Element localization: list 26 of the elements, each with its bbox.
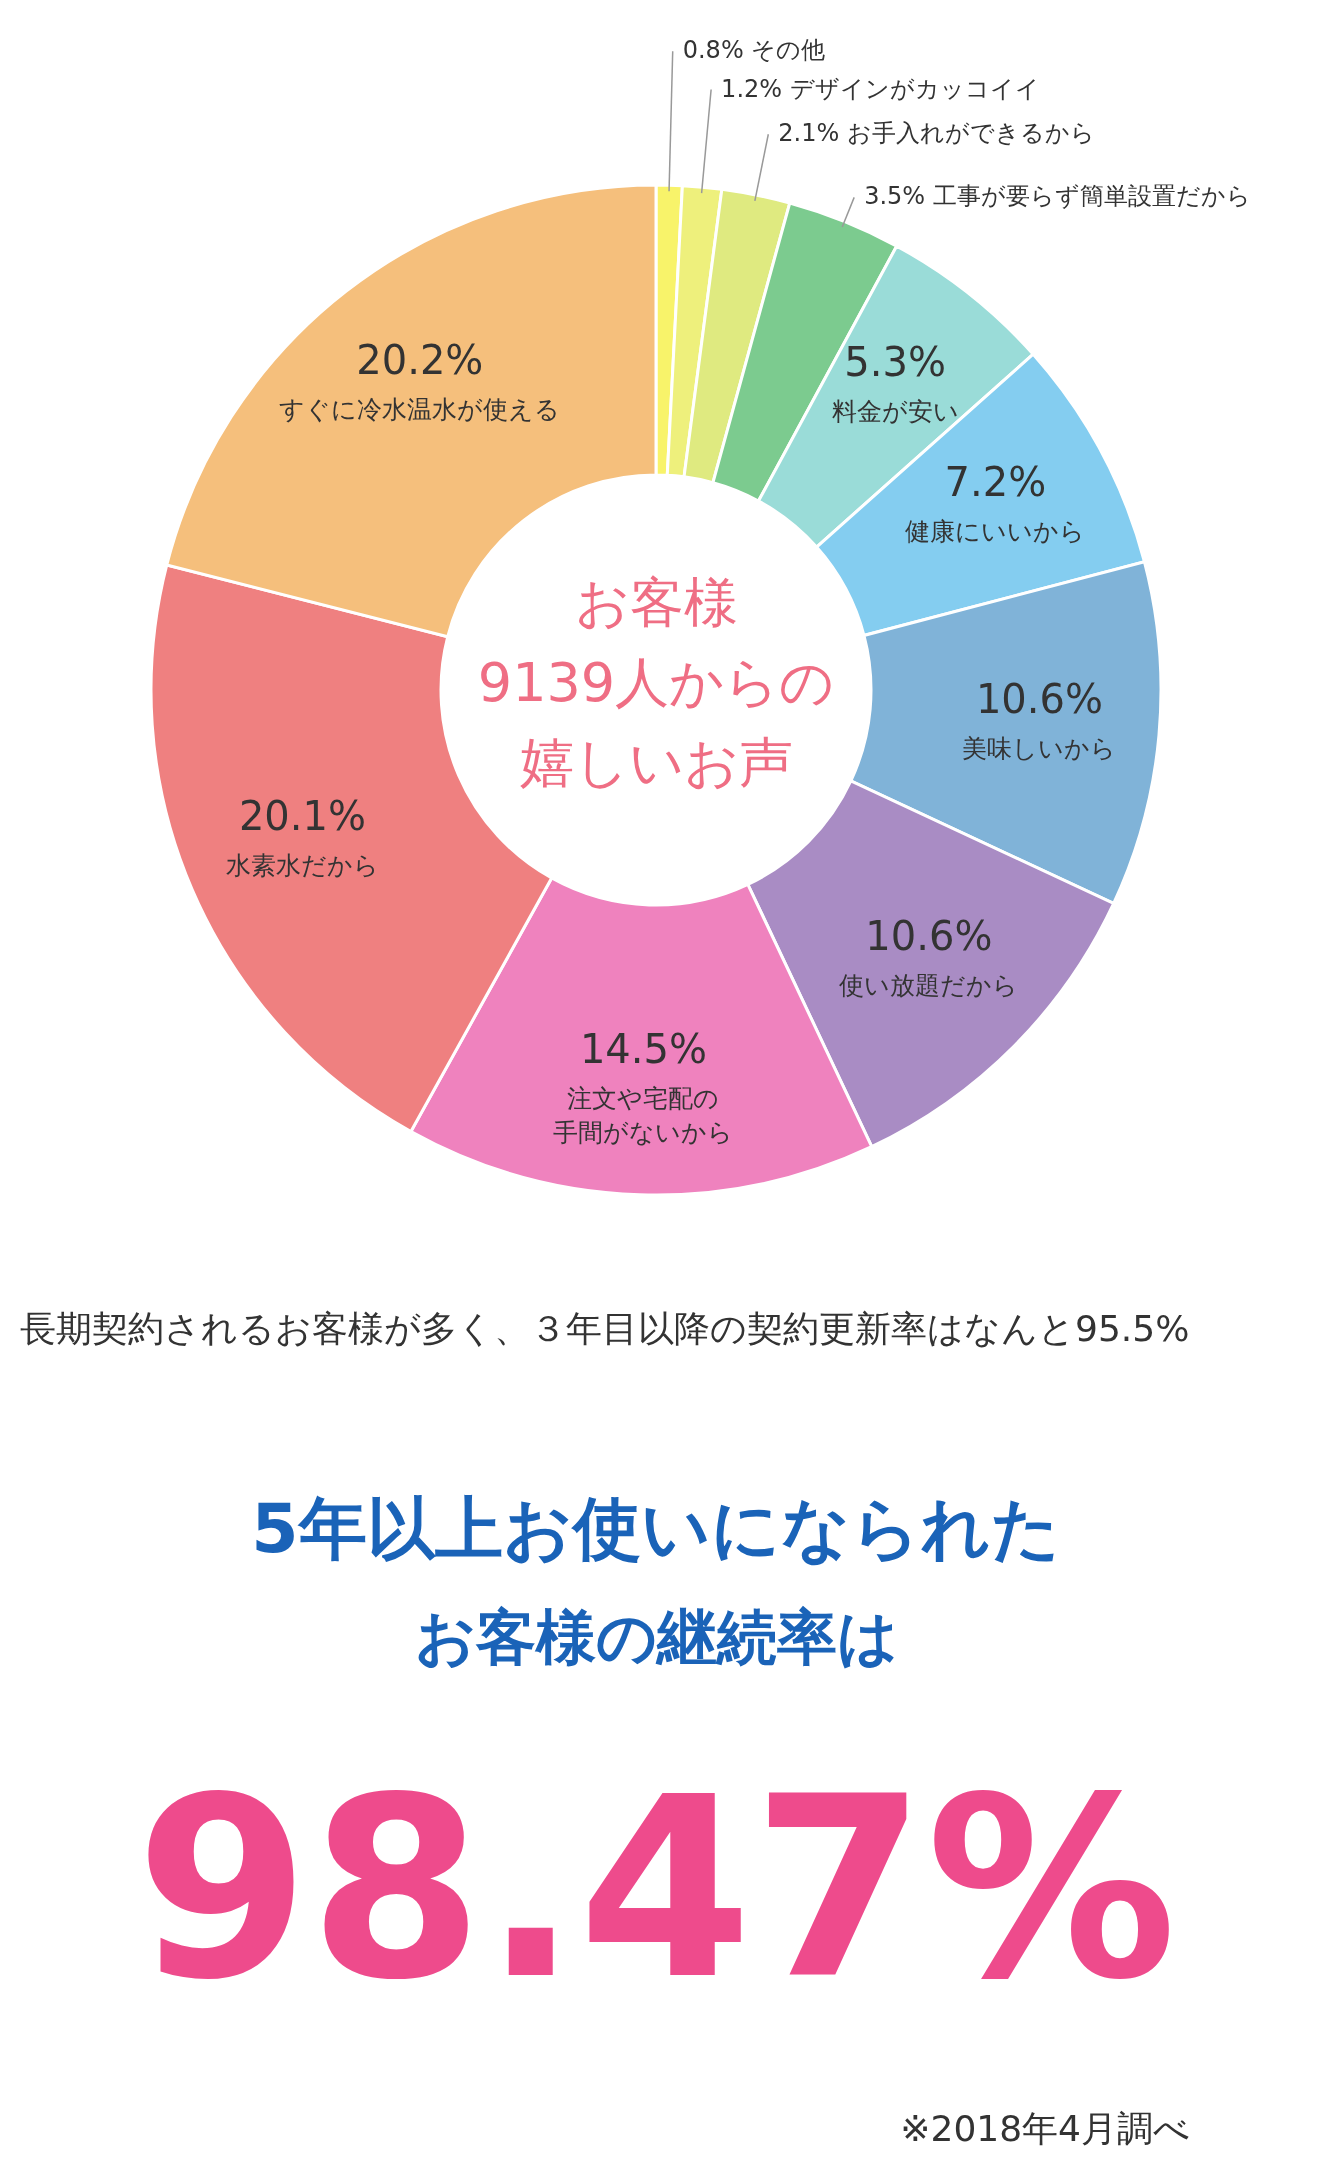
slice-label: 水素水だから [225, 851, 379, 881]
slice-label: 美味しいから [962, 733, 1117, 763]
slice-label: 1.2% デザインがカッコイイ [721, 74, 1040, 103]
text: 5年以上お使いになられた [251, 1489, 1061, 1568]
data-label: 10.6% [865, 912, 993, 959]
data-label: 20.1% [238, 793, 366, 840]
text: 嬉しいお声 [519, 731, 793, 794]
text: 長期契約されるお客様が多く、３年目以降の契約更新率はなんと95.5% [20, 1308, 1190, 1349]
text: 98.47% [135, 1743, 1177, 2034]
slice-label: 注文や宅配の手間がないから [553, 1083, 734, 1147]
data-label: 14.5% [579, 1025, 707, 1072]
slice-label: 3.5% 工事が要らず簡単設置だから [864, 182, 1251, 211]
slice-label: 2.1% お手入れができるから [778, 119, 1095, 148]
text: お客様の継続率は [414, 1602, 898, 1672]
slice-label: 0.8% その他 [682, 36, 826, 65]
slice-label: 使い放題だから [839, 970, 1019, 1000]
data-label: 20.2% [356, 336, 484, 383]
slice-label: 健康にいいから [905, 517, 1086, 547]
text: 9139人からの [477, 651, 835, 714]
slice-label: 料金が安い [831, 397, 959, 427]
slice-label: すぐに冷水温水が使える [279, 394, 561, 424]
text: お客様 [574, 571, 738, 634]
text: ※2018年4月調べ [900, 2108, 1190, 2149]
data-label: 5.3% [844, 339, 946, 386]
data-label: 7.2% [944, 459, 1047, 506]
data-label: 10.6% [975, 675, 1103, 722]
